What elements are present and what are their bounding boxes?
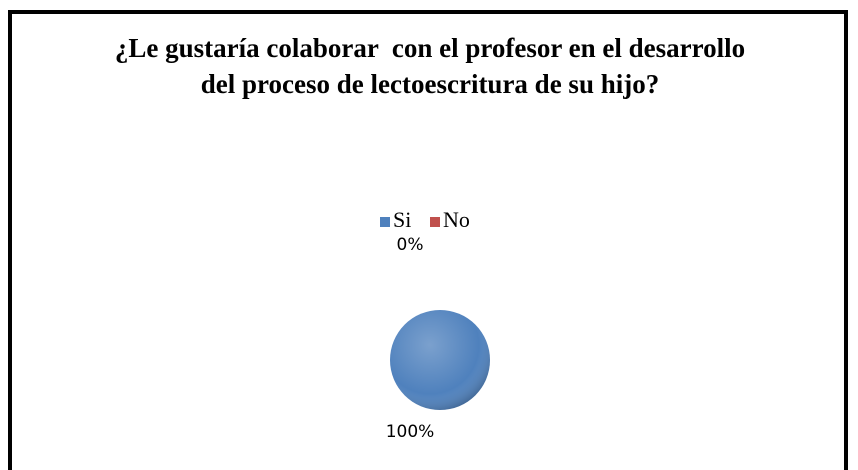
legend-swatch [380,217,390,227]
data-label: 0% [397,235,424,255]
legend-label: No [443,207,470,232]
page: {"chart_data": {"type": "pie", "title": … [8,10,848,470]
legend-label: Si [393,207,411,232]
data-label: 100% [386,422,435,442]
chart-frame [8,10,848,470]
chart-title: ¿Le gustaría colaborar con el profesor e… [114,33,752,99]
legend-swatch [430,217,440,227]
chart: Si No 100% 0% [380,207,490,442]
